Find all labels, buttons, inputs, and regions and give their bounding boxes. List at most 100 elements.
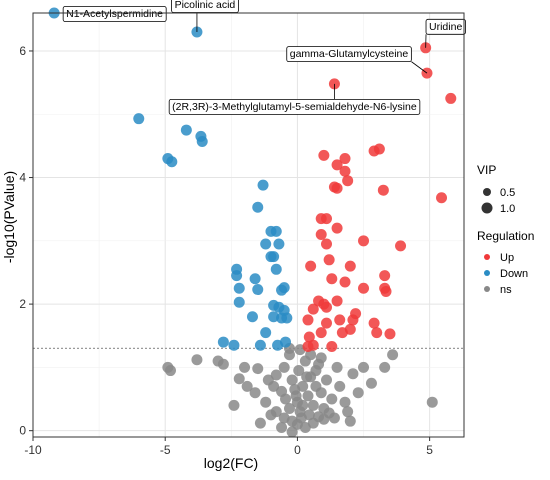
x-tick-label: 5 — [426, 443, 433, 457]
point-ns — [241, 380, 253, 392]
y-tick-label: 6 — [19, 44, 26, 58]
annotation-box — [171, 0, 239, 13]
point-ns — [270, 369, 282, 381]
point-down — [246, 311, 258, 323]
point-up — [379, 282, 391, 294]
point-ns — [254, 417, 266, 429]
legend-regulation-label: ns — [500, 284, 512, 296]
point-up — [368, 317, 380, 329]
point-down — [231, 270, 243, 282]
annotation: gamma-Glutamylcysteine — [286, 46, 428, 74]
point-ns — [303, 409, 315, 421]
point-down — [270, 263, 282, 275]
annotation-label: Picolinic acid — [175, 0, 236, 11]
point-down — [233, 282, 245, 294]
point-down — [191, 26, 203, 38]
point-ns — [321, 374, 333, 386]
point-up — [336, 327, 348, 339]
y-tick-label: 4 — [19, 171, 26, 185]
point-up — [339, 153, 351, 165]
point-ns — [286, 374, 298, 386]
point-up — [334, 314, 346, 326]
point-up — [339, 276, 351, 288]
grid — [32, 13, 464, 437]
annotation-box — [425, 18, 466, 35]
point-down — [196, 135, 208, 147]
point-up — [436, 192, 448, 204]
point-down — [228, 339, 240, 351]
point-up — [358, 235, 370, 247]
point-ns — [164, 365, 176, 377]
point-up — [395, 240, 407, 252]
point-down — [270, 225, 282, 237]
point-ns — [297, 380, 309, 392]
legend-regulation-label: Up — [500, 252, 514, 264]
point-down — [260, 238, 272, 250]
point-down — [280, 336, 292, 348]
point-down — [273, 238, 285, 250]
point-up — [318, 149, 330, 161]
annotation-box — [168, 98, 421, 115]
point-up — [379, 270, 391, 282]
point-ns — [239, 361, 251, 373]
point-ns — [379, 361, 391, 373]
point-up — [445, 92, 457, 104]
point-up — [358, 282, 370, 294]
point-down — [278, 304, 290, 316]
point-up — [342, 175, 354, 187]
data-points — [48, 7, 457, 438]
axes: -10 -5 0 5 0 2 4 6 — [19, 12, 465, 457]
legend-vip-label: 0.5 — [500, 187, 515, 199]
legend-vip-symbol — [483, 188, 491, 196]
point-ns — [249, 387, 261, 399]
point-ns — [302, 390, 314, 402]
x-tick-label: 0 — [294, 443, 301, 457]
point-up — [344, 260, 356, 272]
annotation: (2R,3R)-3-Methylglutamyl-5-semialdehyde-… — [168, 83, 421, 115]
point-ns — [260, 396, 272, 408]
point-ns — [278, 361, 290, 373]
point-ns — [387, 349, 399, 361]
x-axis-title: log2(FC) — [204, 455, 258, 471]
annotations: N1-Acetylspermidine Picolinic acid Uridine… — [54, 0, 466, 115]
point-down — [254, 339, 266, 351]
annotation-box — [286, 46, 412, 63]
point-ns — [265, 409, 277, 421]
point-ns — [307, 399, 319, 411]
point-ns — [297, 399, 309, 411]
point-ns — [233, 373, 245, 385]
annotation-label: N1-Acetylspermidine — [66, 8, 163, 20]
point-ns — [352, 387, 364, 399]
annotation-label: gamma-Glutamylcysteine — [290, 48, 409, 60]
point-up — [326, 273, 338, 285]
point-ns — [347, 368, 359, 380]
point-up — [321, 238, 333, 250]
point-up — [315, 228, 327, 240]
point-ns — [228, 399, 240, 411]
point-down — [268, 311, 280, 323]
point-up — [331, 295, 343, 307]
point-up — [321, 213, 333, 225]
point-down — [249, 273, 261, 285]
point-up — [303, 331, 315, 343]
legend-regulation-symbol — [484, 254, 490, 260]
point-down — [252, 284, 264, 296]
point-ns — [426, 396, 438, 408]
point-ns — [358, 361, 370, 373]
legend-regulation-title: Regulation — [477, 229, 534, 243]
point-down — [217, 336, 229, 348]
point-up — [321, 317, 333, 329]
point-down — [257, 179, 269, 191]
point-down — [233, 296, 245, 308]
point-up — [331, 222, 343, 234]
point-ns — [268, 380, 280, 392]
legend-vip-title: VIP — [477, 163, 496, 177]
point-down — [180, 124, 192, 136]
legend-regulation-symbol — [484, 270, 490, 276]
point-up — [347, 314, 359, 326]
point-up — [315, 327, 327, 339]
point-ns — [276, 422, 288, 434]
annotation-box — [62, 6, 167, 22]
